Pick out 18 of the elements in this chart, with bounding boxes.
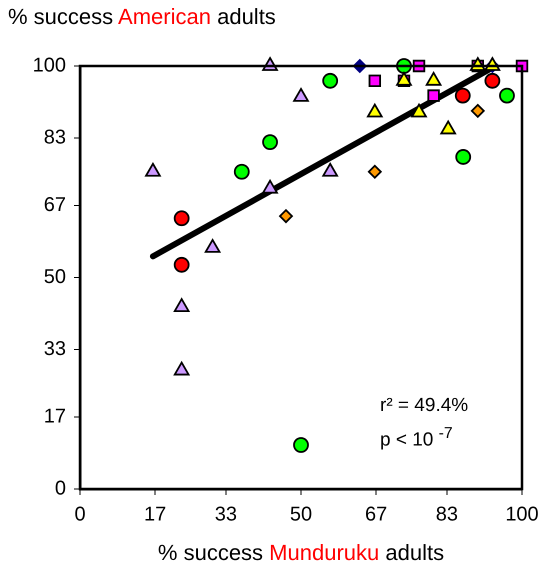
y-tick-label: 67 [44,194,66,216]
x-tick-label: 67 [365,504,388,526]
y-tick-label: 100 [32,54,66,77]
x-tick-label: 100 [505,504,539,526]
x-axis-title: % success Munduruku adults [158,540,444,565]
y-axis-title: % success American adults [8,4,276,29]
y-tick-label: 33 [44,338,66,360]
x-tick-label: 83 [436,504,458,526]
x-tick-label: 17 [144,504,166,526]
y-tick-label: 83 [44,126,66,148]
x-tick-label: 50 [290,504,312,526]
x-tick-label: 33 [214,504,237,526]
annotation: r² = 49.4% [380,395,468,417]
y-tick-label: 0 [54,478,66,500]
annotation: p < 10 $^{-7}$ [380,425,453,452]
y-tick-label: 50 [44,266,66,288]
y-tick-label: 17 [44,406,66,428]
x-tick-label: 0 [74,504,86,526]
